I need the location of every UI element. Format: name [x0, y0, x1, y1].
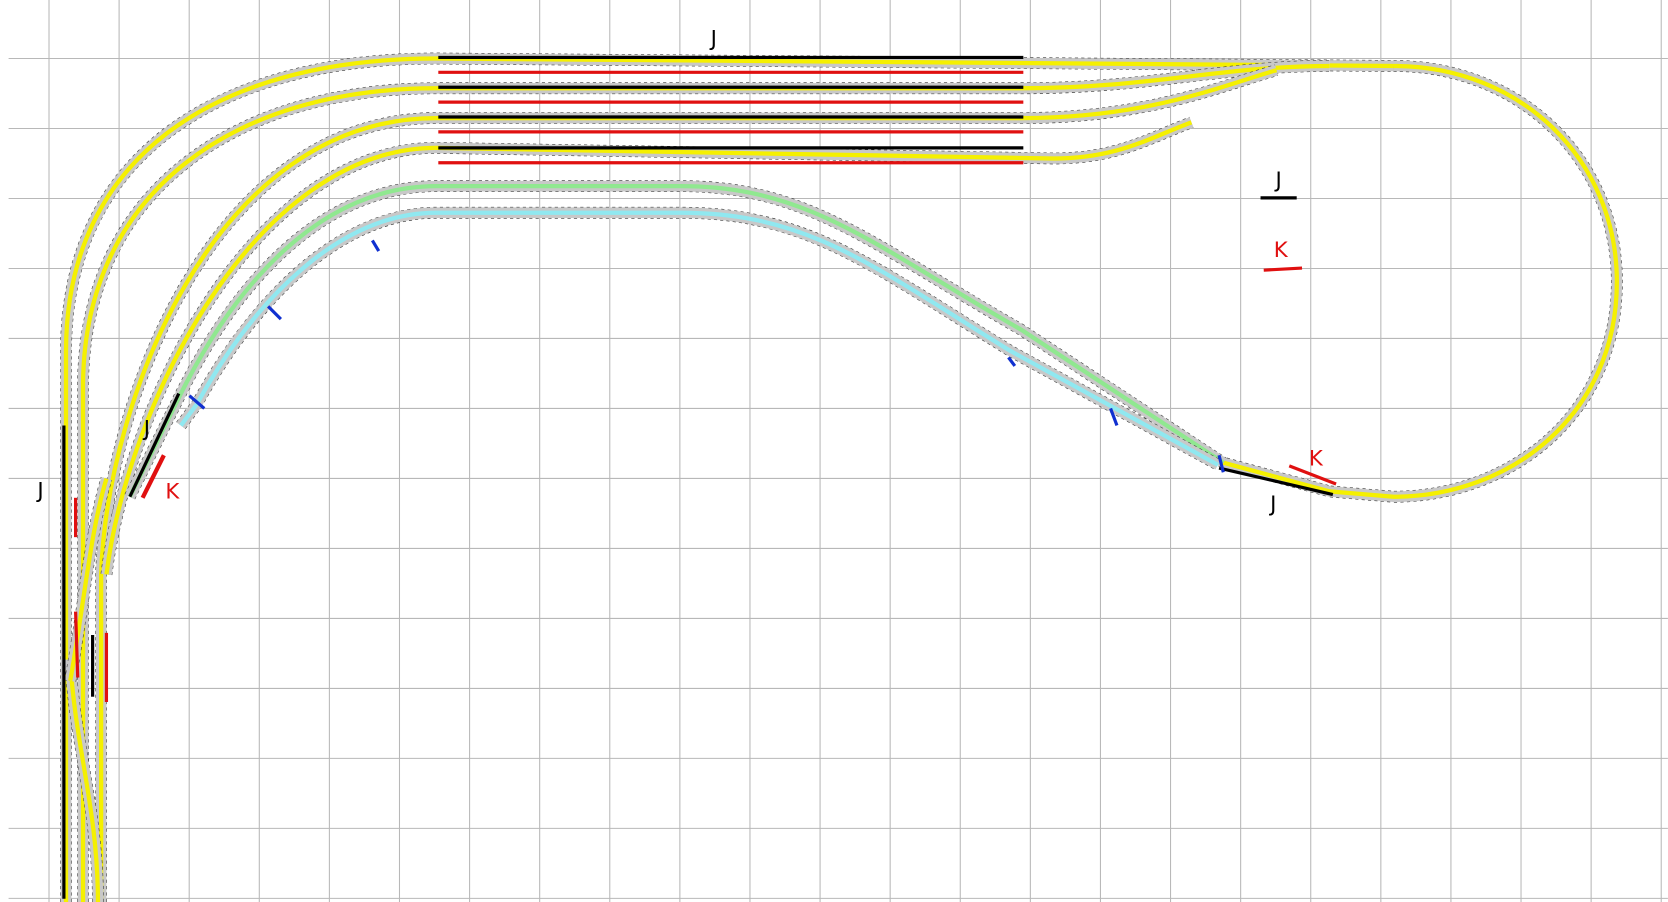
- track-rail: [80, 63, 1330, 902]
- grid: [8, 0, 1668, 902]
- platform-bars: [62, 55, 1337, 899]
- label: J: [1273, 168, 1281, 193]
- tracks: [60, 52, 1623, 902]
- track-rail: [1222, 63, 1619, 499]
- track-bed: [125, 180, 1227, 500]
- label: J: [1268, 492, 1276, 517]
- track-bed: [64, 117, 1194, 902]
- label: K: [1274, 238, 1289, 263]
- label: K: [165, 479, 180, 504]
- track-edge: [124, 180, 1227, 500]
- labels: J J K J K J K J: [35, 26, 1324, 517]
- track-rail: [68, 120, 1193, 902]
- label: K: [1309, 447, 1324, 472]
- track-rail: [98, 68, 1278, 902]
- track-edge: [64, 116, 1194, 902]
- label: J: [142, 417, 150, 442]
- track-rail: [179, 210, 1220, 467]
- track-edge-inner: [125, 181, 1227, 499]
- label: J: [35, 478, 43, 503]
- track-edge-inner: [65, 117, 1194, 902]
- track-rail: [63, 56, 1394, 902]
- label: J: [709, 26, 717, 51]
- track-rail: [127, 184, 1225, 498]
